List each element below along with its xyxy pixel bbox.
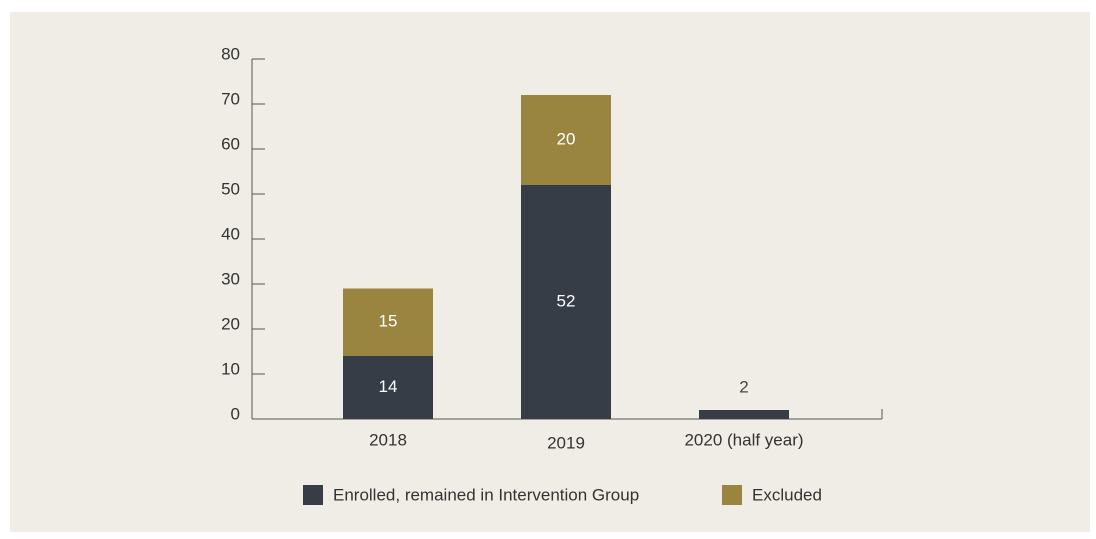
legend-swatch (303, 485, 323, 505)
legend-label: Excluded (752, 485, 822, 504)
legend-swatch (722, 485, 742, 505)
y-tick-label: 60 (221, 134, 240, 153)
y-tick-label: 80 (221, 44, 240, 63)
bar-segment (343, 356, 433, 419)
bar-segment (521, 185, 611, 419)
y-tick-label: 40 (221, 224, 240, 243)
y-tick-label: 20 (221, 314, 240, 333)
y-tick-label: 70 (221, 89, 240, 108)
x-tick-label: 2018 (369, 430, 407, 449)
data-label: 52 (557, 291, 576, 310)
y-tick-label: 50 (221, 179, 240, 198)
bar-segment (343, 288, 433, 356)
y-tick-label: 10 (221, 359, 240, 378)
bar-segment (699, 410, 789, 419)
legend-label: Enrolled, remained in Intervention Group (333, 485, 639, 504)
data-label: 15 (379, 312, 398, 331)
data-label: 2 (739, 377, 748, 396)
y-tick-label: 30 (221, 269, 240, 288)
x-tick-label: 2020 (half year) (684, 430, 803, 449)
data-label: 20 (557, 129, 576, 148)
x-tick-label: 2019 (547, 433, 585, 452)
data-label: 14 (379, 377, 398, 396)
y-tick-label: 0 (231, 404, 240, 423)
bar-segment (521, 95, 611, 185)
